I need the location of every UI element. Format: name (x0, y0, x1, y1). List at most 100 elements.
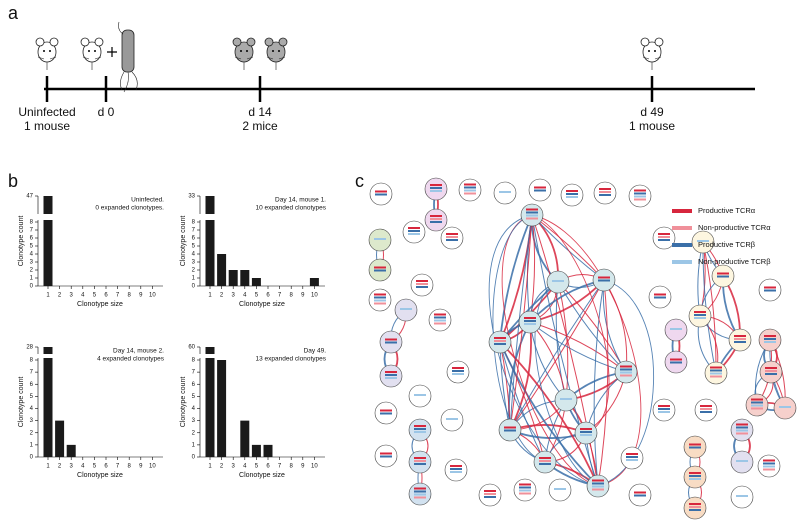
y-tick-label: 60 (188, 345, 195, 351)
chain-bar (539, 460, 551, 462)
network-edge (529, 321, 627, 373)
chain-bar (736, 423, 748, 426)
mouse-eye (94, 50, 96, 52)
x-tick-label: 9 (301, 293, 305, 299)
y-tick-label: 0 (192, 455, 196, 461)
clone-node (652, 398, 676, 422)
network-edge (593, 279, 605, 487)
clone-node (410, 273, 434, 297)
chain-bar (580, 434, 592, 436)
mouse-whiskers (82, 56, 102, 70)
timeline-label: d 14 (248, 105, 272, 119)
network-edge (499, 341, 546, 463)
chain-bar (464, 183, 476, 186)
chain-bar (526, 208, 538, 211)
y-tick-label: 28 (26, 345, 33, 351)
chain-bar (414, 493, 426, 496)
clone-node (520, 203, 544, 227)
clone-node (528, 178, 552, 202)
chain-bar (751, 404, 763, 407)
y-tick-label: 7 (192, 370, 196, 376)
clone-node (369, 182, 393, 206)
chain-bar (658, 405, 670, 407)
chain-bar (430, 187, 442, 189)
y-tick-label: 6 (192, 382, 196, 388)
chain-bar (689, 446, 701, 449)
clone-node (444, 458, 468, 482)
chain-bar (434, 316, 446, 319)
chain-bar (626, 459, 638, 461)
x-tick-label: 8 (128, 464, 132, 470)
y-tick-label: 0 (30, 284, 34, 290)
chain-bar (494, 343, 506, 345)
x-tick-label: 5 (93, 464, 97, 470)
clone-node (440, 226, 464, 250)
chain-bar (654, 296, 666, 299)
mouse-whiskers (266, 56, 286, 70)
y-tick-label: 7 (30, 228, 34, 234)
clone-node (694, 398, 718, 422)
y-tick-label: 8 (30, 358, 34, 364)
clone-node (730, 418, 754, 442)
panel-label: a (8, 3, 19, 23)
chain-bar (385, 374, 397, 376)
clone-node (374, 401, 398, 425)
clone-node (773, 396, 797, 420)
bar (43, 220, 53, 286)
mouse-eye (278, 50, 280, 52)
clone-node (648, 285, 672, 309)
clone-node (408, 384, 432, 408)
network-edge (557, 281, 569, 401)
x-tick-label: 7 (116, 464, 120, 470)
chain-bar (710, 375, 722, 378)
chain-bar (734, 338, 746, 340)
chain-bar (434, 313, 446, 316)
bar (228, 270, 238, 286)
mouse-ear (49, 37, 59, 47)
clone-node (652, 226, 676, 250)
mouse-ear (640, 37, 650, 47)
clone-node (488, 330, 512, 354)
y-tick-label: 3 (30, 418, 34, 424)
clone-node (446, 360, 470, 384)
mouse-eye (272, 50, 274, 52)
x-tick-label: 7 (278, 464, 282, 470)
chain-bar (414, 457, 426, 459)
chain-bar (452, 373, 464, 375)
mouse-eye (246, 50, 248, 52)
chain-bar (414, 496, 426, 499)
y-tick-label: 3 (30, 260, 34, 266)
chain-bar (689, 503, 701, 505)
mouse-whiskers (37, 56, 57, 70)
x-tick-label: 8 (290, 293, 294, 299)
chart-title: Uninfected. (131, 197, 164, 204)
chain-bar (499, 191, 511, 193)
chain-bar (580, 431, 592, 433)
chain-bar (634, 195, 646, 198)
clone-node (688, 304, 712, 328)
network-edge (597, 279, 609, 487)
clone-node (759, 360, 783, 384)
clone-node (368, 228, 392, 252)
chain-bar (763, 468, 775, 471)
mouse-ear (80, 37, 90, 47)
y-tick-label: 3 (192, 260, 196, 266)
chain-bar (375, 190, 387, 193)
clone-node (424, 177, 448, 201)
clone-node (424, 208, 448, 232)
network-edge (509, 321, 532, 431)
chain-bar (580, 428, 592, 430)
chain-bar (700, 405, 712, 407)
chain-bar (765, 367, 777, 369)
chain-bar (380, 412, 392, 415)
clone-node (664, 318, 688, 342)
mouse-icon (264, 37, 288, 70)
chain-bar (689, 472, 701, 474)
chain-bar (620, 365, 632, 368)
mouse-icon (640, 37, 664, 70)
clone-node (691, 230, 715, 254)
chain-bar (658, 236, 670, 238)
bar (217, 254, 227, 286)
mouse-icon (232, 37, 256, 70)
chain-bar (658, 233, 670, 235)
